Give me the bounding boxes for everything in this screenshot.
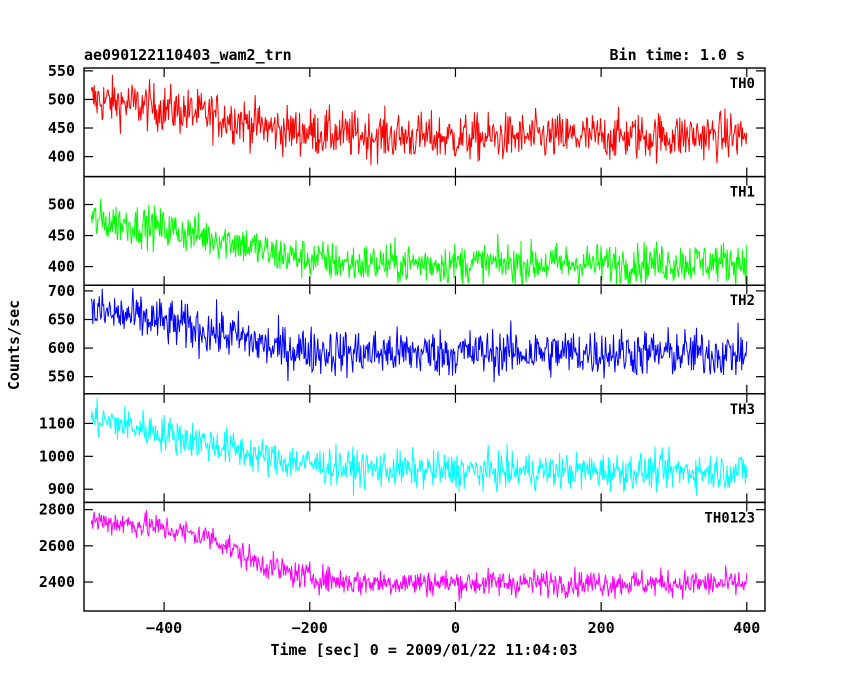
- panel-frame: [83, 501, 766, 612]
- panel-frame: [83, 393, 766, 504]
- y-tick-label: 550: [48, 368, 75, 386]
- x-tick-label: −400: [146, 619, 182, 637]
- y-tick-label: 600: [48, 339, 75, 357]
- x-tick-label: 200: [588, 619, 615, 637]
- y-tick-label: 500: [48, 90, 75, 108]
- y-tick-label: 1000: [39, 447, 75, 465]
- legend-th0123: TH0123: [704, 510, 755, 526]
- y-tick-label: 550: [48, 62, 75, 80]
- legend-th3: TH3: [730, 402, 755, 418]
- legend-th2: TH2: [730, 293, 755, 309]
- panel-th0: 400 450 500 550 TH0: [48, 62, 766, 178]
- y-tick-label: 500: [48, 196, 75, 214]
- y-tick-label: 2600: [39, 537, 75, 555]
- panel-th2: 550 600 650 700 TH2: [48, 282, 766, 395]
- x-tick-label: 0: [451, 619, 460, 637]
- series-line-th3: [90, 398, 748, 496]
- series-line-th2: [90, 287, 748, 383]
- series-line-th1: [90, 198, 748, 286]
- x-tick-label: −200: [292, 619, 328, 637]
- y-tick-label: 1100: [39, 414, 75, 432]
- y-tick-label: 450: [48, 119, 75, 137]
- x-axis-title: Time [sec] 0 = 2009/01/22 11:04:03: [270, 641, 577, 659]
- panel-th0123: 2400 2600 2800 TH0123: [39, 501, 766, 612]
- y-tick-label: 700: [48, 282, 75, 300]
- y-tick-label: 400: [48, 148, 75, 166]
- legend-th0: TH0: [730, 76, 755, 92]
- y-axis-title: Counts/sec: [5, 300, 23, 390]
- y-tick-label: 2400: [39, 573, 75, 591]
- bin-time-label: Bin time: 1.0 s: [610, 46, 745, 64]
- panel-th1: 400 450 500 TH1: [48, 175, 766, 286]
- series-line-th0123: [90, 510, 748, 602]
- x-tick-label: 400: [733, 619, 760, 637]
- panel-th3: 900 1000 1100 TH3: [39, 393, 766, 504]
- series-line-th0: [90, 74, 748, 166]
- chart-title: ae090122110403_wam2_trn: [84, 46, 292, 64]
- y-tick-label: 2800: [39, 501, 75, 519]
- y-tick-label: 400: [48, 258, 75, 276]
- legend-th1: TH1: [730, 185, 755, 201]
- y-tick-label: 900: [48, 480, 75, 498]
- y-tick-label: 650: [48, 310, 75, 328]
- y-tick-label: 450: [48, 227, 75, 245]
